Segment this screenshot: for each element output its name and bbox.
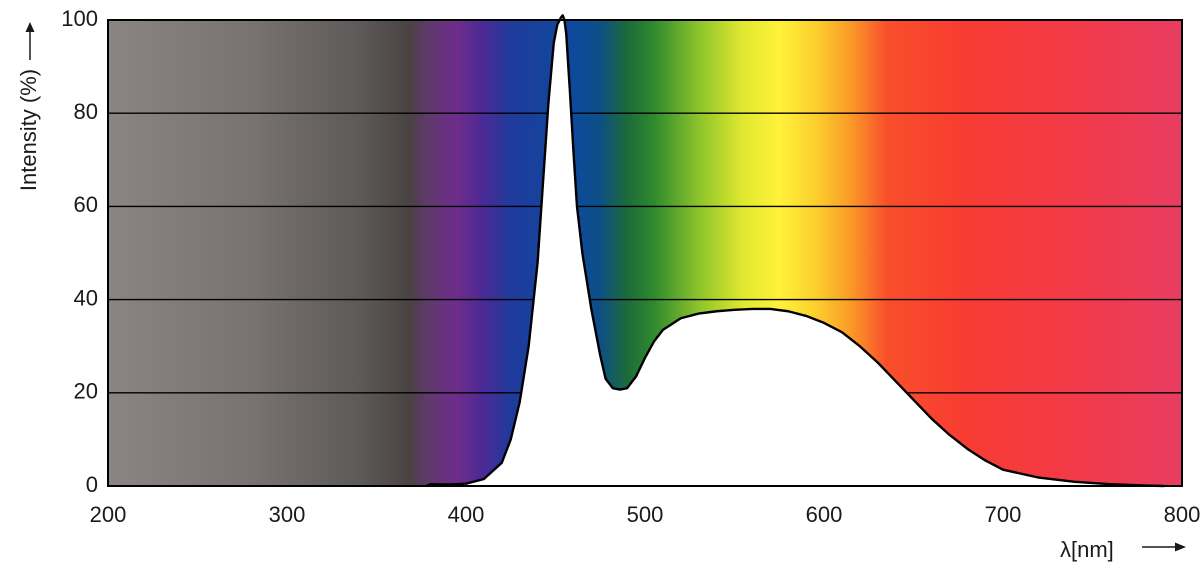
x-axis-title: λ[nm]	[1060, 537, 1186, 562]
y-axis-ticks: 0 20 40 60 80 100	[61, 6, 98, 497]
intensity-curve	[426, 14, 1165, 488]
plot-frame	[107, 19, 1183, 487]
gridlines	[108, 112, 1182, 394]
y-tick-label: 100	[61, 6, 98, 31]
y-tick-label: 80	[74, 99, 98, 124]
x-tick-label: 700	[985, 502, 1022, 527]
x-tick-label: 800	[1164, 502, 1200, 527]
y-tick-label: 20	[74, 379, 98, 404]
x-axis-label: λ[nm]	[1060, 537, 1114, 562]
x-tick-label: 600	[806, 502, 843, 527]
x-tick-label: 400	[448, 502, 485, 527]
intensity-area	[426, 15, 1165, 487]
arrow-right-icon	[1175, 542, 1186, 552]
y-axis-title: Intensity (%)	[16, 69, 41, 191]
y-axis-arrow	[25, 22, 35, 60]
y-tick-label: 40	[74, 285, 98, 310]
x-tick-label: 300	[269, 502, 306, 527]
arrow-up-icon	[25, 22, 35, 32]
x-tick-label: 500	[627, 502, 664, 527]
y-tick-label: 0	[86, 472, 98, 497]
y-axis-label: Intensity (%)	[16, 69, 41, 191]
x-tick-label: 200	[90, 502, 127, 527]
x-axis-ticks: 200 300 400 500 600 700 800	[90, 502, 1200, 527]
y-tick-label: 60	[74, 192, 98, 217]
